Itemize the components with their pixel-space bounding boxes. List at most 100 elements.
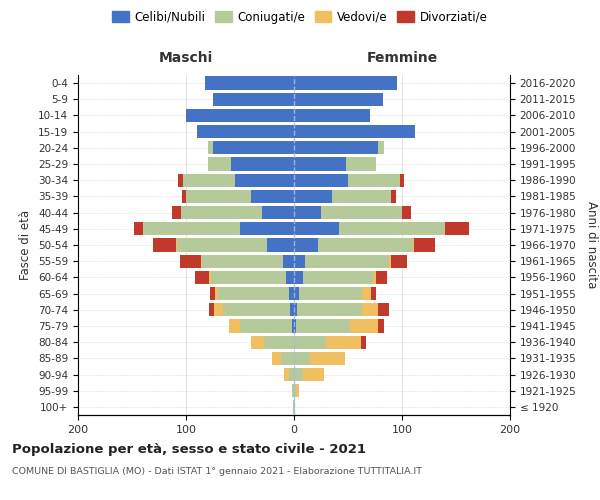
Bar: [240, 222, 294, 235]
Bar: [299, 287, 362, 300]
Bar: [197, 125, 294, 138]
Bar: [445, 222, 469, 235]
Bar: [209, 303, 214, 316]
Bar: [267, 238, 294, 252]
Bar: [340, 222, 445, 235]
Bar: [294, 254, 305, 268]
Bar: [294, 141, 378, 154]
Bar: [235, 174, 294, 187]
Bar: [229, 320, 240, 332]
Bar: [208, 158, 232, 170]
Bar: [213, 92, 294, 106]
Bar: [172, 206, 181, 220]
Bar: [294, 238, 318, 252]
Bar: [251, 336, 264, 349]
Bar: [378, 141, 383, 154]
Bar: [294, 368, 302, 381]
Bar: [361, 336, 367, 349]
Bar: [194, 270, 209, 284]
Bar: [281, 352, 294, 365]
Bar: [376, 270, 387, 284]
Bar: [201, 254, 202, 268]
Bar: [214, 303, 223, 316]
Bar: [272, 352, 281, 365]
Bar: [305, 254, 389, 268]
Bar: [294, 320, 296, 332]
Text: COMUNE DI BASTIGLIA (MO) - Dati ISTAT 1° gennaio 2021 - Elaborazione TUTTITALIA.: COMUNE DI BASTIGLIA (MO) - Dati ISTAT 1°…: [12, 468, 422, 476]
Bar: [413, 238, 414, 252]
Bar: [213, 141, 294, 154]
Bar: [294, 303, 297, 316]
Bar: [218, 287, 289, 300]
Bar: [202, 254, 283, 268]
Bar: [373, 270, 376, 284]
Bar: [362, 303, 378, 316]
Bar: [232, 158, 294, 170]
Bar: [182, 190, 186, 203]
Bar: [178, 174, 183, 187]
Bar: [186, 190, 251, 203]
Bar: [223, 303, 290, 316]
Bar: [292, 320, 294, 332]
Bar: [362, 287, 371, 300]
Bar: [289, 287, 294, 300]
Bar: [296, 384, 299, 398]
Bar: [294, 222, 340, 235]
Bar: [283, 254, 294, 268]
Bar: [143, 222, 240, 235]
Bar: [262, 206, 294, 220]
Bar: [289, 368, 294, 381]
Bar: [310, 352, 345, 365]
Bar: [294, 190, 332, 203]
Bar: [294, 92, 383, 106]
Bar: [292, 384, 294, 398]
Bar: [332, 190, 391, 203]
Bar: [294, 400, 295, 413]
Bar: [326, 336, 361, 349]
Bar: [389, 254, 391, 268]
Bar: [391, 254, 407, 268]
Bar: [294, 270, 302, 284]
Text: Popolazione per età, sesso e stato civile - 2021: Popolazione per età, sesso e stato civil…: [12, 442, 366, 456]
Bar: [134, 222, 143, 235]
Bar: [294, 158, 346, 170]
Text: Maschi: Maschi: [159, 52, 213, 66]
Bar: [264, 336, 294, 349]
Bar: [371, 287, 376, 300]
Bar: [294, 206, 321, 220]
Bar: [183, 174, 235, 187]
Bar: [294, 76, 397, 90]
Bar: [208, 141, 213, 154]
Bar: [321, 206, 402, 220]
Y-axis label: Fasce di età: Fasce di età: [19, 210, 32, 280]
Text: Femmine: Femmine: [367, 52, 437, 66]
Bar: [414, 238, 436, 252]
Bar: [296, 320, 350, 332]
Bar: [186, 109, 294, 122]
Y-axis label: Anni di nascita: Anni di nascita: [585, 202, 598, 288]
Bar: [284, 368, 289, 381]
Bar: [297, 303, 362, 316]
Bar: [240, 320, 292, 332]
Bar: [294, 336, 326, 349]
Bar: [209, 270, 211, 284]
Bar: [391, 190, 395, 203]
Bar: [176, 238, 178, 252]
Bar: [181, 206, 262, 220]
Bar: [302, 368, 324, 381]
Bar: [346, 158, 376, 170]
Bar: [402, 206, 410, 220]
Bar: [294, 125, 415, 138]
Bar: [348, 174, 400, 187]
Bar: [400, 174, 404, 187]
Bar: [378, 320, 383, 332]
Bar: [294, 174, 348, 187]
Bar: [205, 76, 294, 90]
Bar: [350, 320, 378, 332]
Bar: [318, 238, 413, 252]
Bar: [210, 287, 215, 300]
Bar: [294, 287, 299, 300]
Bar: [378, 303, 389, 316]
Bar: [178, 238, 267, 252]
Bar: [179, 254, 201, 268]
